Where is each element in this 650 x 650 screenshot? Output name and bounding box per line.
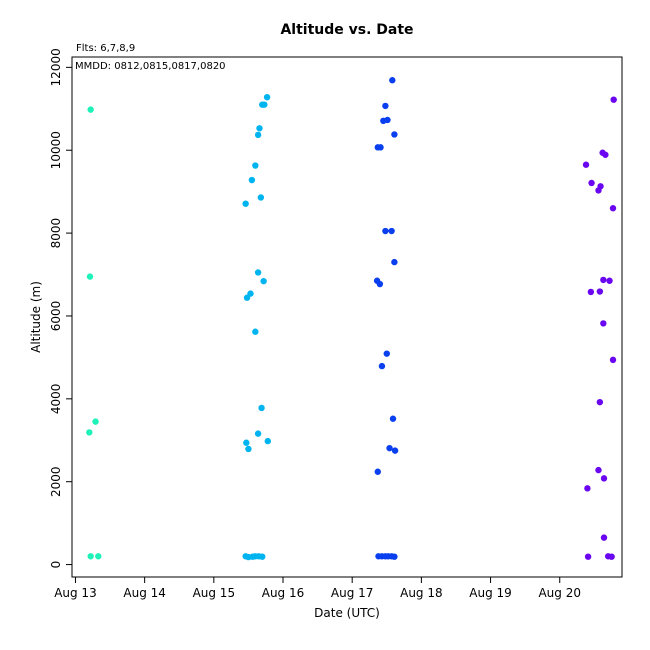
data-point	[247, 290, 254, 297]
data-point	[376, 280, 384, 288]
y-tick-label: 6000	[49, 301, 63, 332]
data-point	[259, 553, 266, 560]
data-point	[92, 418, 99, 425]
data-point	[587, 288, 595, 296]
x-tick-label: Aug 18	[400, 586, 443, 600]
data-point	[597, 183, 604, 190]
data-point	[391, 258, 398, 266]
x-tick-label: Aug 15	[193, 586, 236, 600]
data-point	[600, 534, 608, 541]
data-point	[245, 445, 252, 453]
data-point	[254, 269, 262, 276]
data-point	[596, 398, 604, 406]
x-tick-label: Aug 20	[538, 586, 581, 600]
y-tick-label: 2000	[49, 466, 63, 497]
y-tick-label: 12000	[49, 48, 63, 86]
data-point	[389, 77, 396, 84]
data-points	[86, 77, 617, 561]
y-tick-label: 8000	[49, 218, 63, 249]
x-axis-label: Date (UTC)	[314, 606, 380, 620]
y-tick-label: 4000	[49, 384, 63, 415]
chart-title: Altitude vs. Date	[280, 22, 413, 38]
data-point	[256, 125, 263, 132]
data-point	[602, 151, 609, 158]
data-point	[600, 475, 608, 482]
data-point	[257, 194, 265, 201]
data-point	[596, 288, 604, 295]
y-axis-label: Altitude (m)	[29, 281, 43, 353]
data-point	[595, 466, 602, 474]
data-point	[378, 362, 386, 370]
y-tick-label: 0	[49, 561, 63, 569]
data-point	[384, 116, 391, 124]
data-point	[248, 176, 256, 184]
annotation-flights: Flts: 6,7,8,9	[76, 43, 135, 54]
x-axis: Aug 13 Aug 14 Aug 15 Aug 16 Aug 17 Aug 18 Aug …	[54, 577, 581, 600]
data-point	[610, 96, 617, 103]
data-point	[600, 276, 607, 284]
data-point	[86, 273, 94, 280]
data-point	[252, 162, 259, 169]
data-point	[584, 553, 592, 560]
data-point	[86, 429, 93, 436]
data-point	[242, 200, 249, 207]
data-point	[374, 468, 381, 475]
data-point	[254, 131, 262, 139]
data-point	[606, 277, 613, 284]
data-point	[243, 439, 250, 446]
data-point	[588, 179, 595, 187]
y-axis: 0 2000 4000 6000 8000 10000 12000	[49, 48, 72, 568]
data-point	[386, 444, 393, 452]
data-point	[87, 553, 94, 560]
data-point	[609, 205, 617, 212]
x-tick-label: Aug 14	[123, 586, 166, 600]
data-point	[391, 447, 399, 454]
data-point	[608, 553, 615, 560]
data-point	[389, 415, 397, 422]
data-point	[609, 356, 617, 364]
data-point	[252, 328, 259, 335]
x-tick-label: Aug 17	[331, 586, 374, 600]
data-point	[600, 320, 607, 327]
data-point	[258, 404, 265, 412]
data-point	[263, 93, 271, 101]
data-point	[391, 131, 398, 138]
data-point	[584, 485, 591, 492]
x-tick-label: Aug 19	[469, 586, 512, 600]
data-point	[260, 277, 267, 285]
data-point	[87, 106, 94, 113]
x-tick-label: Aug 16	[262, 586, 305, 600]
data-point	[382, 227, 389, 235]
annotation-mmdd: MMDD: 0812,0815,0817,0820	[75, 61, 226, 72]
data-point	[382, 102, 389, 110]
data-point	[261, 101, 268, 108]
y-tick-label: 10000	[49, 131, 63, 169]
x-tick-label: Aug 13	[54, 586, 97, 600]
data-point	[388, 227, 395, 235]
data-point	[383, 350, 390, 357]
data-point	[95, 553, 102, 560]
data-point	[391, 553, 398, 560]
plot-frame	[71, 56, 623, 578]
data-point	[377, 144, 384, 151]
data-point	[582, 161, 590, 168]
data-point	[264, 437, 271, 445]
data-point	[254, 430, 262, 437]
